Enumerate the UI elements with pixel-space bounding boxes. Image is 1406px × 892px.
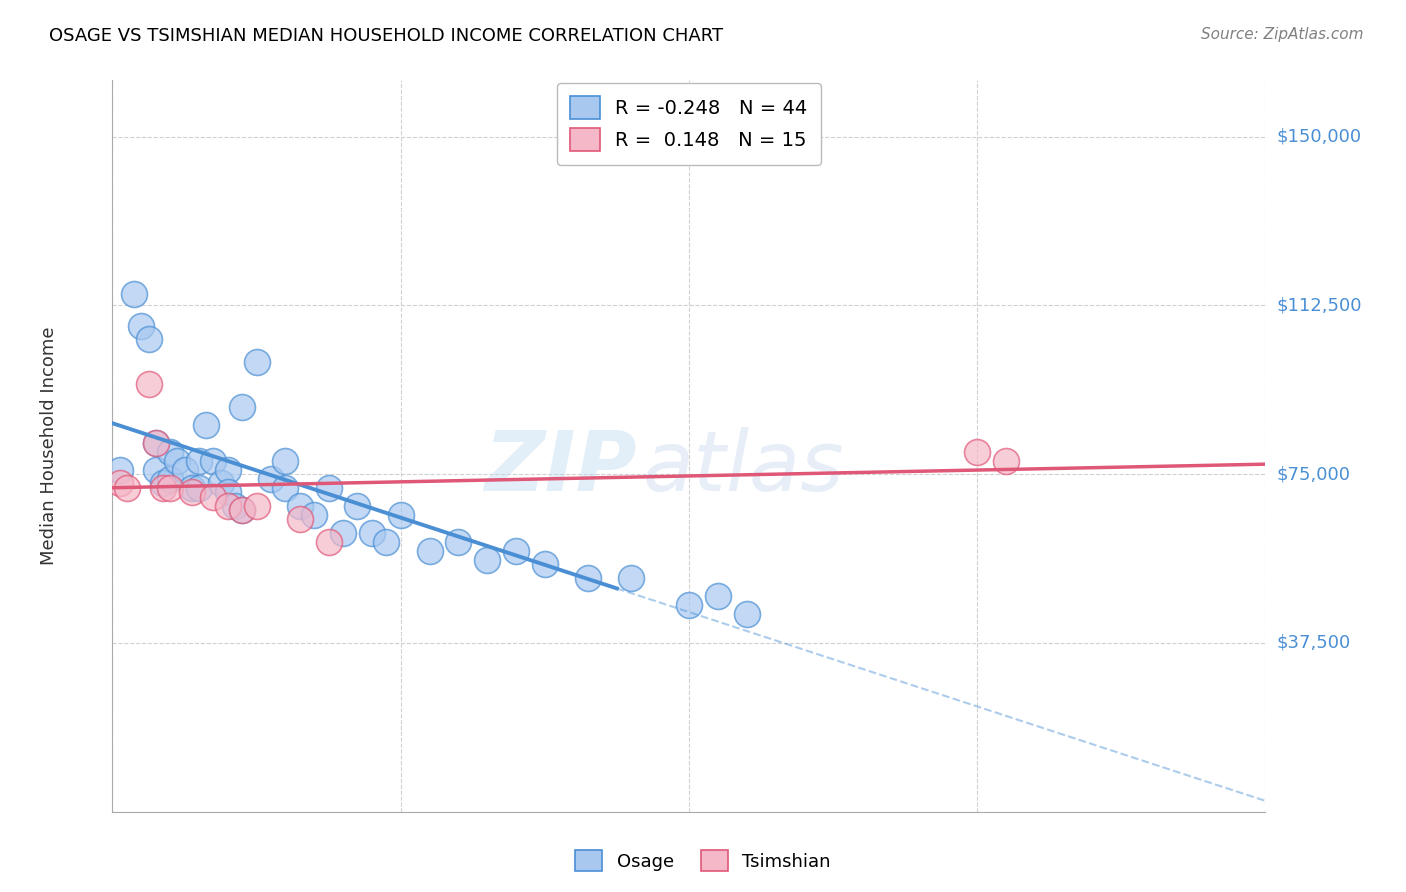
Point bbox=[735, 607, 758, 621]
Point bbox=[217, 462, 239, 476]
Point bbox=[375, 534, 398, 549]
Text: $112,500: $112,500 bbox=[1277, 296, 1362, 314]
Point bbox=[288, 512, 311, 526]
Point bbox=[202, 453, 225, 467]
Point bbox=[332, 525, 354, 540]
Point bbox=[231, 400, 253, 414]
Point bbox=[159, 472, 181, 486]
Text: OSAGE VS TSIMSHIAN MEDIAN HOUSEHOLD INCOME CORRELATION CHART: OSAGE VS TSIMSHIAN MEDIAN HOUSEHOLD INCO… bbox=[49, 27, 723, 45]
Point bbox=[209, 476, 232, 491]
Point bbox=[678, 598, 700, 612]
Point bbox=[224, 499, 246, 513]
Legend: R = -0.248   N = 44, R =  0.148   N = 15: R = -0.248 N = 44, R = 0.148 N = 15 bbox=[557, 83, 821, 164]
Point bbox=[217, 499, 239, 513]
Point bbox=[360, 525, 382, 540]
Legend: Osage, Tsimshian: Osage, Tsimshian bbox=[568, 843, 838, 879]
Point bbox=[346, 499, 368, 513]
Point bbox=[188, 481, 211, 495]
Point bbox=[231, 503, 253, 517]
Point bbox=[217, 485, 239, 500]
Text: atlas: atlas bbox=[643, 427, 845, 508]
Point bbox=[419, 543, 441, 558]
Point bbox=[180, 485, 202, 500]
Point bbox=[145, 435, 167, 450]
Point bbox=[159, 444, 181, 458]
Text: $150,000: $150,000 bbox=[1277, 128, 1362, 145]
Point bbox=[318, 481, 340, 495]
Point bbox=[620, 571, 643, 585]
Point bbox=[152, 481, 174, 495]
Point bbox=[995, 453, 1018, 467]
Point bbox=[534, 557, 557, 571]
Point bbox=[202, 490, 225, 504]
Point bbox=[231, 503, 253, 517]
Point bbox=[966, 444, 988, 458]
Point bbox=[129, 318, 153, 333]
Point bbox=[389, 508, 412, 522]
Point bbox=[274, 453, 297, 467]
Point bbox=[288, 499, 311, 513]
Text: $37,500: $37,500 bbox=[1277, 634, 1351, 652]
Point bbox=[195, 417, 218, 432]
Point bbox=[145, 435, 167, 450]
Point bbox=[576, 571, 599, 585]
Text: Median Household Income: Median Household Income bbox=[39, 326, 58, 566]
Point bbox=[246, 354, 269, 368]
Point bbox=[138, 377, 160, 392]
Point bbox=[159, 481, 181, 495]
Point bbox=[475, 552, 499, 566]
Point bbox=[173, 462, 195, 476]
Point bbox=[260, 472, 283, 486]
Point bbox=[166, 453, 188, 467]
Point bbox=[447, 534, 470, 549]
Point bbox=[318, 534, 340, 549]
Text: Source: ZipAtlas.com: Source: ZipAtlas.com bbox=[1201, 27, 1364, 42]
Point bbox=[138, 332, 160, 346]
Point bbox=[108, 476, 131, 491]
Point bbox=[180, 481, 202, 495]
Point bbox=[274, 481, 297, 495]
Point bbox=[246, 499, 269, 513]
Point bbox=[188, 453, 211, 467]
Point bbox=[505, 543, 527, 558]
Point bbox=[707, 589, 730, 603]
Point bbox=[108, 462, 131, 476]
Point bbox=[122, 287, 145, 301]
Text: ZIP: ZIP bbox=[485, 427, 637, 508]
Point bbox=[304, 508, 326, 522]
Point bbox=[145, 462, 167, 476]
Point bbox=[115, 481, 138, 495]
Point bbox=[152, 476, 174, 491]
Text: $75,000: $75,000 bbox=[1277, 465, 1351, 483]
